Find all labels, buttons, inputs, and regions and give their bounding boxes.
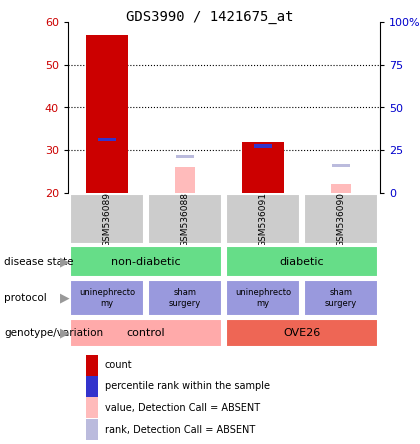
Text: ▶: ▶	[60, 255, 70, 268]
Bar	[86, 35, 129, 193]
Text: sham
surgery: sham surgery	[169, 288, 201, 308]
Text: non-diabetic: non-diabetic	[111, 257, 181, 266]
Bar	[70, 246, 223, 277]
Bar	[226, 194, 300, 244]
Bar	[241, 142, 284, 193]
Bar	[86, 355, 98, 376]
Bar	[226, 319, 378, 347]
Text: control: control	[127, 328, 165, 338]
Bar	[70, 194, 144, 244]
Text: OVE26: OVE26	[284, 328, 320, 338]
Text: disease state: disease state	[4, 257, 74, 266]
Text: GSM536090: GSM536090	[336, 191, 346, 246]
Bar	[304, 194, 378, 244]
Text: count: count	[105, 360, 133, 370]
Bar	[86, 397, 98, 418]
Bar	[86, 419, 98, 440]
Text: sham
surgery: sham surgery	[325, 288, 357, 308]
Text: GSM536088: GSM536088	[181, 191, 189, 246]
Text: rank, Detection Call = ABSENT: rank, Detection Call = ABSENT	[105, 424, 255, 435]
Bar	[332, 163, 349, 167]
Bar	[98, 138, 116, 141]
Text: percentile rank within the sample: percentile rank within the sample	[105, 381, 270, 392]
Text: GSM536091: GSM536091	[258, 191, 268, 246]
Text: GSM536089: GSM536089	[102, 191, 111, 246]
Bar	[176, 155, 194, 159]
Text: uninephrecto
my: uninephrecto my	[79, 288, 135, 308]
Bar	[226, 246, 378, 277]
Bar	[70, 280, 144, 317]
Bar	[255, 144, 272, 148]
Text: value, Detection Call = ABSENT: value, Detection Call = ABSENT	[105, 403, 260, 412]
Bar	[147, 194, 223, 244]
Bar	[70, 319, 223, 347]
Text: genotype/variation: genotype/variation	[4, 328, 103, 338]
Bar	[175, 167, 195, 193]
Bar	[331, 184, 351, 193]
Bar	[226, 280, 300, 317]
Text: ▶: ▶	[60, 326, 70, 340]
Text: GDS3990 / 1421675_at: GDS3990 / 1421675_at	[126, 10, 294, 24]
Bar	[304, 280, 378, 317]
Bar	[147, 280, 223, 317]
Text: ▶: ▶	[60, 292, 70, 305]
Text: protocol: protocol	[4, 293, 47, 303]
Text: uninephrecto
my: uninephrecto my	[235, 288, 291, 308]
Text: diabetic: diabetic	[280, 257, 324, 266]
Bar	[86, 376, 98, 397]
